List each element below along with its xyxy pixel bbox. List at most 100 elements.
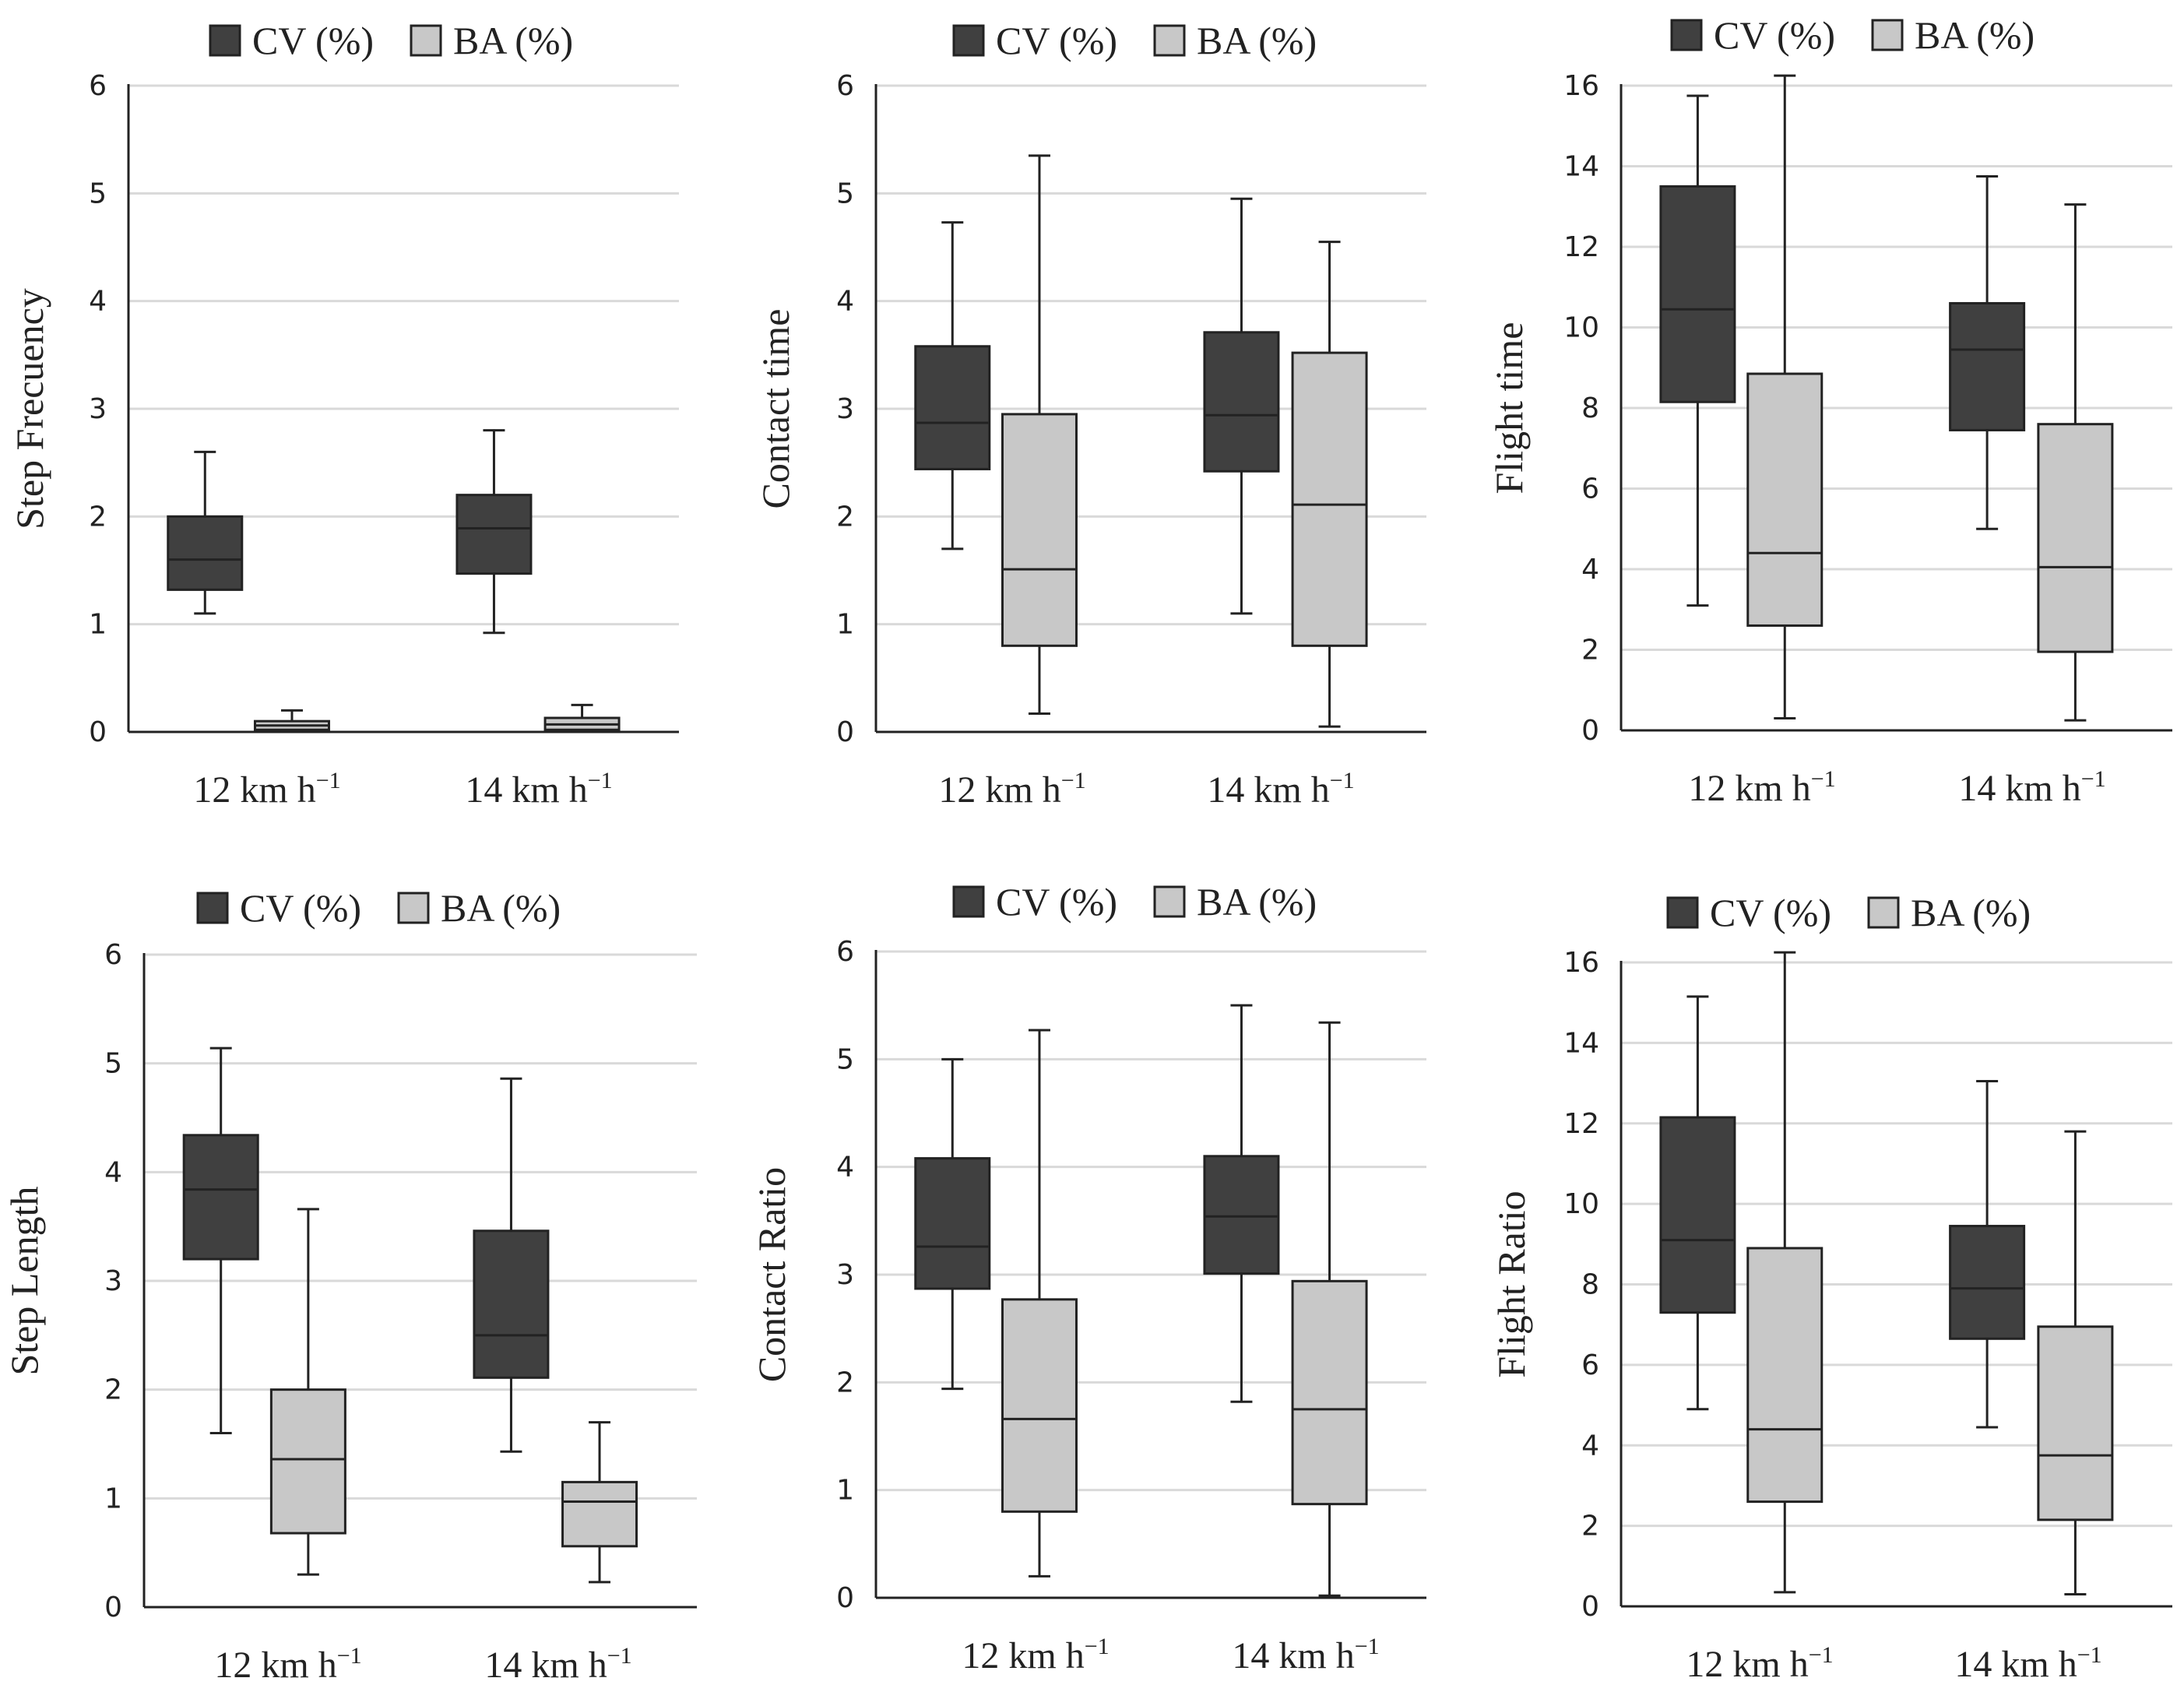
x-category-label: 14 km h−1	[1232, 1634, 1379, 1676]
legend-label-ba: BA (%)	[453, 19, 573, 62]
iqr-box	[1949, 1225, 2026, 1340]
y-tick-label: 2	[1581, 635, 1599, 667]
legend: CV (%) BA (%)	[1666, 891, 2031, 934]
x-category-label: 12 km h−1	[962, 1634, 1109, 1676]
legend-swatch-ba	[410, 24, 442, 57]
iqr-box	[269, 1388, 346, 1535]
y-tick-label: 2	[836, 501, 854, 533]
chart-panel-5: 0 1 2 3 4 5 6 Contact Ratio 12 km h−1 14 km h−1 CV…	[750, 880, 1426, 1676]
x-category-label: 12 km h−1	[1686, 1642, 1833, 1685]
iqr-box	[1659, 185, 1736, 403]
legend-swatch-ba	[1153, 24, 1186, 57]
y-tick-label: 0	[836, 1582, 854, 1614]
x-category-label: 12 km h−1	[214, 1643, 361, 1686]
y-tick-label: 14	[1563, 1027, 1599, 1059]
y-tick-label: 5	[836, 1043, 854, 1075]
legend: CV (%) BA (%)	[952, 19, 1317, 62]
iqr-box	[473, 1229, 550, 1379]
chart-panel-1: 0 1 2 3 4 5 6 Step Frecuency 12 km h−1 14 km h−1 C…	[8, 19, 679, 811]
legend-label-cv: CV (%)	[996, 19, 1117, 62]
cv-box-1	[167, 450, 244, 615]
legend-label-cv: CV (%)	[252, 19, 374, 62]
ba-box-2	[2037, 1130, 2114, 1595]
cv-box-2	[1203, 197, 1280, 615]
legend-label-cv: CV (%)	[240, 886, 361, 930]
legend-label-ba: BA (%)	[1197, 19, 1317, 62]
legend-label-cv: CV (%)	[1710, 891, 1831, 934]
y-axis-label: Contact time	[754, 309, 797, 509]
chart-panel-4: 0 1 2 3 4 5 6 Step Length 12 km h−1 14 km h−1 CV (…	[2, 886, 697, 1686]
iqr-box	[1203, 1155, 1280, 1275]
cv-box-2	[473, 1077, 550, 1453]
legend-swatch-cv	[952, 885, 985, 918]
y-tick-label: 2	[89, 501, 107, 533]
y-tick-label: 4	[1581, 554, 1599, 586]
legend-label-cv: CV (%)	[996, 880, 1117, 923]
legend: CV (%) BA (%)	[196, 886, 561, 930]
legend-swatch-cv	[1670, 19, 1703, 51]
y-axis-label: Flight time	[1487, 322, 1531, 494]
y-tick-label: 5	[104, 1048, 122, 1080]
x-category-label: 14 km h−1	[1958, 766, 2105, 809]
cv-box-1	[1659, 94, 1736, 607]
legend-label-cv: CV (%)	[1714, 13, 1835, 57]
iqr-box	[1001, 413, 1078, 647]
y-tick-label: 4	[104, 1156, 122, 1188]
cv-box-2	[1949, 174, 2026, 530]
y-tick-label: 1	[836, 1475, 854, 1507]
y-tick-label: 3	[104, 1265, 122, 1297]
iqr-box	[2037, 1325, 2114, 1521]
x-category-label: 14 km h−1	[1207, 768, 1354, 811]
legend: CV (%) BA (%)	[1670, 13, 2035, 57]
y-tick-label: 5	[89, 178, 107, 209]
y-tick-label: 0	[1581, 1591, 1599, 1623]
iqr-box	[167, 515, 244, 591]
ba-box-1	[253, 709, 330, 733]
ba-box-1	[1746, 74, 1824, 719]
y-tick-label: 0	[1581, 715, 1599, 747]
iqr-box	[1949, 301, 2026, 431]
cv-box-1	[914, 1057, 991, 1391]
y-tick-label: 5	[836, 178, 854, 209]
y-tick-label: 0	[89, 716, 107, 748]
y-tick-label: 6	[1581, 473, 1599, 505]
y-tick-label: 10	[1563, 1188, 1599, 1220]
iqr-box	[1203, 331, 1280, 473]
y-tick-label: 8	[1581, 1269, 1599, 1301]
ba-box-1	[1001, 154, 1078, 715]
iqr-box	[1746, 372, 1824, 627]
legend-swatch-ba	[397, 892, 430, 924]
y-tick-label: 3	[836, 1259, 854, 1291]
cv-box-2	[455, 429, 533, 635]
ba-box-2	[2037, 203, 2114, 722]
iqr-box	[1746, 1247, 1824, 1504]
iqr-box	[914, 345, 991, 470]
iqr-box	[455, 494, 533, 575]
y-axis-label: Flight Ratio	[1489, 1191, 1533, 1377]
y-tick-label: 2	[104, 1374, 122, 1406]
legend-label-ba: BA (%)	[1915, 13, 2035, 57]
iqr-box	[1291, 351, 1368, 647]
y-tick-label: 2	[836, 1367, 854, 1398]
y-tick-label: 6	[104, 939, 122, 971]
y-tick-label: 3	[836, 393, 854, 425]
ba-box-1	[269, 1208, 346, 1576]
y-tick-label: 0	[836, 716, 854, 748]
legend-swatch-ba	[1153, 885, 1186, 918]
iqr-box	[561, 1480, 638, 1548]
y-tick-label: 6	[836, 936, 854, 968]
legend-label-ba: BA (%)	[1197, 880, 1317, 923]
legend-swatch-ba	[1867, 896, 1900, 929]
legend-swatch-cv	[209, 24, 241, 57]
cv-box-1	[914, 221, 991, 551]
cv-box-2	[1203, 1004, 1280, 1403]
y-tick-label: 12	[1563, 231, 1599, 263]
x-category-label: 14 km h−1	[484, 1643, 631, 1686]
y-axis-label: Step Length	[2, 1186, 46, 1375]
iqr-box	[1659, 1116, 1736, 1314]
y-tick-label: 4	[836, 1152, 854, 1184]
chart-panel-3: 0 2 4 6 8 10 12 14 16 Flight time 12 km h−1 14 km h…	[1487, 13, 2172, 809]
y-tick-label: 6	[1581, 1349, 1599, 1381]
ba-box-2	[1291, 1021, 1368, 1597]
